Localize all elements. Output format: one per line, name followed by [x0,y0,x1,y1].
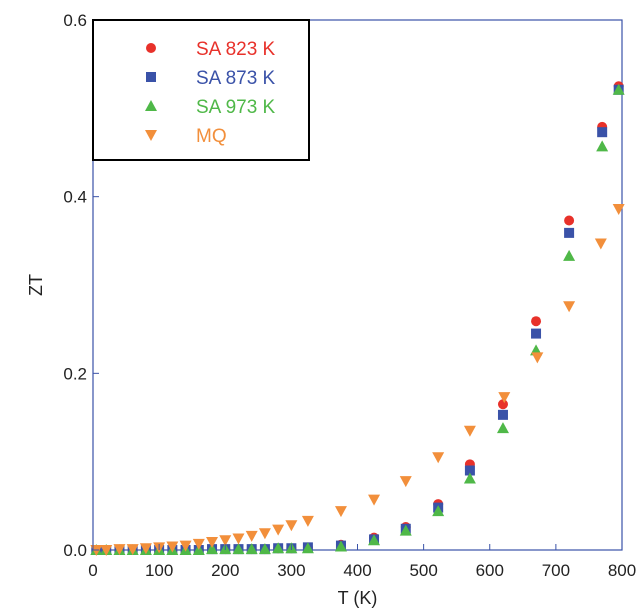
data-point [192,538,205,550]
y-tick-label: 0.2 [63,364,87,383]
data-point [563,301,576,313]
data-point [232,543,245,555]
y-tick-label: 0.6 [63,11,87,30]
data-point [463,472,476,484]
legend-entry: SA 973 K [145,97,276,118]
axes: 0 100 200 300 400 500 600 700 800 0.0 0.2 0.4 0.6 T (… [26,11,636,608]
data-point [612,83,625,95]
data-point [245,543,258,555]
y-tick-label: 0.4 [63,188,87,207]
data-point [258,528,271,540]
data-point [301,542,314,554]
data-point [612,204,625,216]
legend-marker [145,100,157,111]
x-tick-label: 300 [277,561,305,580]
data-point [597,127,608,138]
legend-entry: MQ [145,126,227,147]
data-point [206,543,219,555]
data-point [531,352,544,364]
data-point [432,452,445,464]
legend-marker [146,72,156,82]
legend: SA 823 K SA 873 K SA 973 K MQ [92,19,310,161]
data-point [232,533,245,545]
legend-marker [146,43,156,53]
data-point [139,543,152,555]
data-point [179,540,192,552]
data-point [564,215,575,226]
data-point [594,238,607,250]
y-tick-label: 0.0 [63,541,87,560]
x-tick-label: 100 [145,561,173,580]
data-point [272,542,285,554]
data-point [245,530,258,542]
data-point [100,545,113,556]
data-point [166,541,179,553]
data-point [285,520,298,532]
x-tick-label: 800 [608,561,636,580]
legend-box [92,19,310,161]
data-point [258,543,271,555]
data-point [531,328,542,339]
data-point [399,524,412,536]
data-point [498,392,511,404]
legend-entry: SA 823 K [146,39,276,60]
data-point [206,537,219,549]
data-point [531,316,542,327]
series-2 [90,83,625,555]
x-tick-label: 500 [409,561,437,580]
x-tick-label: 200 [211,561,239,580]
data-point [463,425,476,437]
x-axis-label: T (K) [338,588,378,608]
x-tick-label: 600 [476,561,504,580]
data-point [301,515,314,527]
data-point [497,409,508,420]
data-point [564,227,575,238]
data-markers [90,81,625,556]
legend-entry: SA 873 K [146,68,276,89]
data-point [113,544,126,556]
data-point [126,544,139,556]
data-point [596,140,609,152]
data-point [219,535,232,547]
y-axis-label: ZT [26,274,46,296]
legend-label: SA 973 K [196,97,276,118]
x-tick-label: 0 [88,561,97,580]
legend-label: MQ [196,126,227,147]
legend-label: SA 823 K [196,39,276,60]
x-tick-label: 700 [542,561,570,580]
data-point [432,505,445,517]
legend-label: SA 873 K [196,68,276,89]
data-point [563,249,576,261]
data-point [368,494,381,506]
data-point [368,534,381,546]
data-point [497,399,508,410]
data-point [334,506,347,518]
data-point [496,422,509,434]
legend-marker [145,130,157,141]
data-point [464,465,475,476]
data-point [399,476,412,488]
data-point [272,524,285,536]
series-3 [90,204,625,556]
data-point [334,540,347,552]
x-tick-label: 400 [343,561,371,580]
